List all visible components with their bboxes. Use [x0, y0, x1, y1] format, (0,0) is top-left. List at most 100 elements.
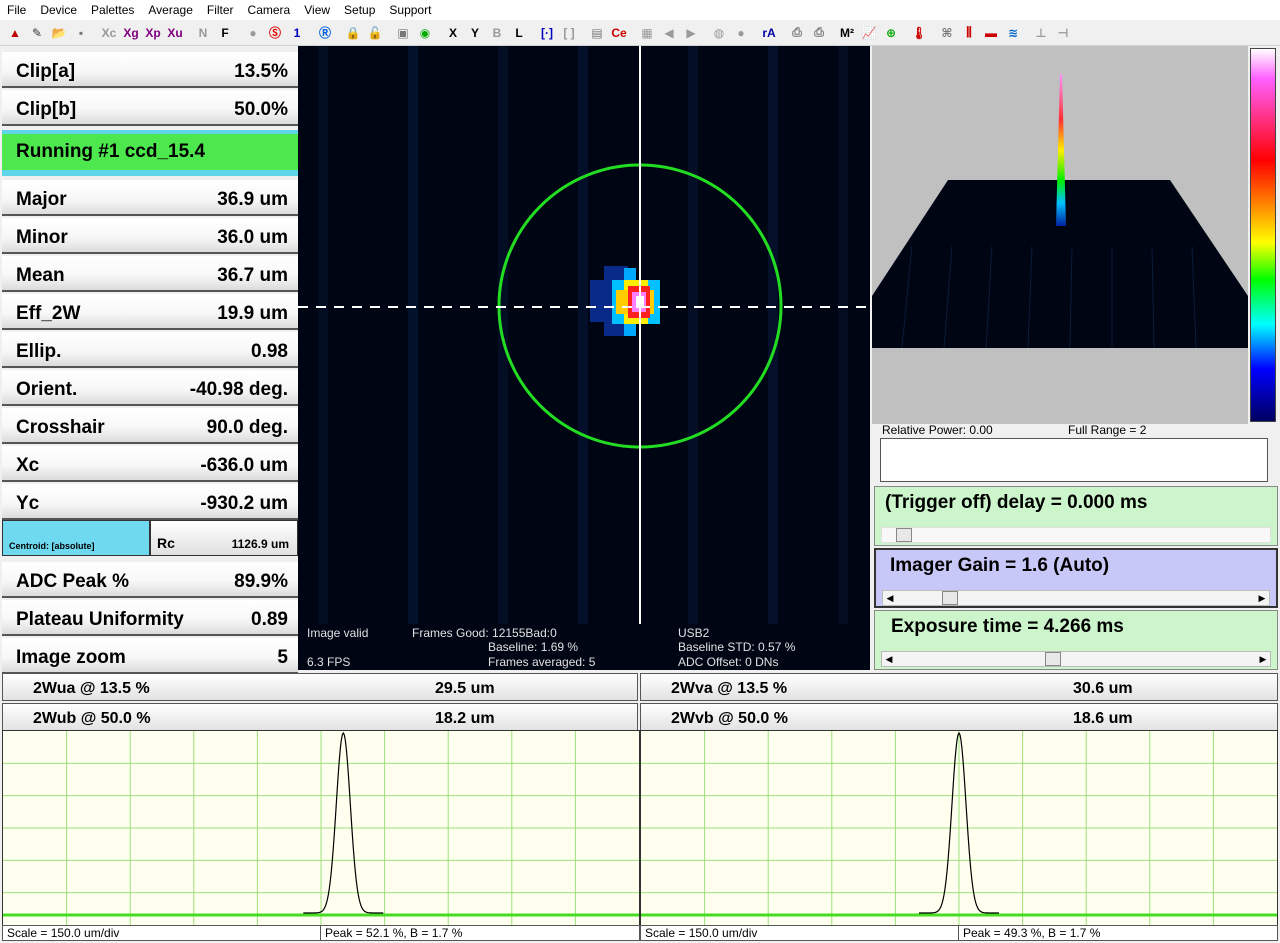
rc-row: Rc 1126.9 um: [150, 520, 298, 556]
plug-icon[interactable]: ⊣: [1057, 25, 1069, 40]
right-arrow-icon[interactable]: ▶: [686, 25, 696, 40]
camera-icon[interactable]: ⌘: [941, 25, 953, 40]
xg-button[interactable]: Xg: [123, 25, 139, 40]
record-icon[interactable]: ●: [737, 25, 745, 40]
bracket-gray-icon[interactable]: [ ]: [563, 25, 575, 40]
left-arrow-icon[interactable]: ◀: [664, 25, 674, 40]
capture-icon[interactable]: ◍: [713, 25, 725, 40]
b-button[interactable]: B: [492, 25, 502, 40]
exposure-left-arrow-icon[interactable]: ◀: [885, 654, 893, 664]
beam-icon[interactable]: ◉: [419, 25, 431, 40]
menu-device[interactable]: Device: [40, 3, 78, 17]
orient-row[interactable]: Orient. -40.98 deg.: [2, 370, 298, 406]
menu-average[interactable]: Average: [148, 3, 193, 17]
image-zoom-label: Image zoom: [16, 647, 126, 668]
pencil-icon[interactable]: ✎: [31, 25, 43, 40]
trigger-delay-control[interactable]: (Trigger off) delay = 0.000 ms: [874, 486, 1278, 546]
y-button[interactable]: Y: [470, 25, 479, 40]
crosshair-row[interactable]: Crosshair 90.0 deg.: [2, 408, 298, 444]
bracket-blue-icon[interactable]: [·]: [541, 25, 553, 40]
2wvb-value: 18.6 um: [1073, 710, 1133, 727]
minor-value: 36.0 um: [217, 227, 288, 248]
beam-image: [298, 46, 870, 624]
ra-button[interactable]: rA: [762, 25, 776, 40]
unlock-icon[interactable]: 🔓: [367, 25, 383, 40]
y-peak-text: Peak = 49.3 %, B = 1.7 %: [958, 925, 1278, 941]
x-profile-plot[interactable]: [2, 730, 640, 926]
n-button[interactable]: N: [198, 25, 208, 40]
clip-b-row[interactable]: Clip[b] 50.0%: [2, 90, 298, 126]
menu-file[interactable]: File: [7, 3, 27, 17]
imager-gain-thumb[interactable]: [941, 591, 958, 605]
xu-button[interactable]: Xu: [167, 25, 183, 40]
menu-filter[interactable]: Filter: [206, 3, 234, 17]
imager-gain-slider[interactable]: ◀ ▶: [882, 590, 1270, 606]
xc-button[interactable]: Xc: [101, 25, 117, 40]
menu-palettes[interactable]: Palettes: [91, 3, 135, 17]
chart-icon[interactable]: 📈: [861, 25, 877, 40]
lock-icon[interactable]: 🔒: [345, 25, 361, 40]
menu-view[interactable]: View: [304, 3, 331, 17]
x-button[interactable]: X: [448, 25, 457, 40]
rc-label: Rc: [157, 535, 175, 551]
trigger-delay-thumb[interactable]: [896, 528, 912, 542]
minor-row[interactable]: Minor 36.0 um: [2, 218, 298, 254]
beam-image-view[interactable]: [298, 46, 870, 624]
frame-icon[interactable]: ▣: [397, 25, 409, 40]
centroid-mode-button[interactable]: Centroid: [absolute]: [2, 520, 150, 556]
save-icon[interactable]: ▪: [78, 25, 84, 40]
open-folder-icon[interactable]: 📂: [51, 25, 67, 40]
exposure-time-control[interactable]: Exposure time = 4.266 ms ◀ ▶: [874, 610, 1278, 670]
eff-2w-row[interactable]: Eff_2W 19.9 um: [2, 294, 298, 330]
trigger-delay-slider[interactable]: [881, 527, 1271, 543]
menu-camera[interactable]: Camera: [247, 3, 291, 17]
image-zoom-row[interactable]: Image zoom 5: [2, 638, 298, 674]
imager-gain-control[interactable]: Imager Gain = 1.6 (Auto) ◀ ▶: [874, 548, 1278, 608]
one-button[interactable]: 1: [293, 25, 301, 40]
plateau-uniformity-row[interactable]: Plateau Uniformity 0.89: [2, 600, 298, 636]
bars-icon[interactable]: ⫼: [966, 25, 972, 39]
trigger-delay-label: (Trigger off) delay = 0.000 ms: [885, 492, 1148, 513]
s-red-icon[interactable]: Ⓢ: [268, 26, 281, 40]
3d-beam-view[interactable]: [872, 46, 1248, 424]
ellip-row[interactable]: Ellip. 0.98: [2, 332, 298, 368]
gain-left-arrow-icon[interactable]: ◀: [886, 593, 894, 603]
print-icon[interactable]: ⎙: [792, 25, 802, 39]
r-blue-icon[interactable]: Ⓡ: [318, 26, 331, 40]
major-row[interactable]: Major 36.9 um: [2, 180, 298, 216]
gain-right-arrow-icon[interactable]: ▶: [1258, 593, 1266, 603]
orient-value: -40.98 deg.: [189, 379, 288, 400]
width-row-2wvb: 2Wvb @ 50.0 % 18.6 um: [640, 703, 1278, 731]
exposure-time-thumb[interactable]: [1044, 652, 1061, 666]
f-button[interactable]: F: [221, 25, 229, 40]
menu-setup[interactable]: Setup: [344, 3, 376, 17]
image-info-panel: Image valid 6.3 FPS Frames Good: 12155Ba…: [298, 624, 870, 670]
target-icon[interactable]: ⊕: [885, 25, 897, 40]
exposure-right-arrow-icon[interactable]: ▶: [1259, 654, 1267, 664]
yc-row[interactable]: Yc -930.2 um: [2, 484, 298, 520]
print-preview-icon[interactable]: ⎙: [814, 25, 824, 39]
thermometer-icon[interactable]: 🌡: [911, 25, 927, 40]
gray-circle-icon[interactable]: ●: [249, 25, 257, 40]
grid-icon[interactable]: ▦: [641, 25, 653, 40]
red-line-icon[interactable]: ▬: [985, 25, 997, 40]
2wva-label: 2Wva @ 13.5 %: [671, 680, 788, 697]
ce-icon[interactable]: Ce: [611, 25, 627, 40]
mean-row[interactable]: Mean 36.7 um: [2, 256, 298, 292]
up-arrow-icon[interactable]: ▲: [9, 25, 21, 40]
palette-color-bar: [1250, 48, 1276, 422]
film-icon[interactable]: ▤: [591, 25, 603, 40]
run-status[interactable]: Running #1 ccd_15.4: [2, 130, 298, 176]
xp-button[interactable]: Xp: [145, 25, 161, 40]
graph-icon[interactable]: ≋: [1007, 25, 1019, 40]
clip-a-row[interactable]: Clip[a] 13.5%: [2, 52, 298, 88]
m2-icon[interactable]: M²: [840, 25, 854, 40]
y-profile-plot[interactable]: [640, 730, 1278, 926]
xc-row[interactable]: Xc -636.0 um: [2, 446, 298, 482]
l-button[interactable]: L: [515, 25, 523, 40]
y-scale-text: Scale = 150.0 um/div: [640, 925, 960, 941]
exposure-time-slider[interactable]: ◀ ▶: [881, 651, 1271, 667]
menu-support[interactable]: Support: [389, 3, 432, 17]
adc-peak-row[interactable]: ADC Peak % 89.9%: [2, 562, 298, 598]
pin-icon[interactable]: ⊥: [1035, 25, 1047, 40]
